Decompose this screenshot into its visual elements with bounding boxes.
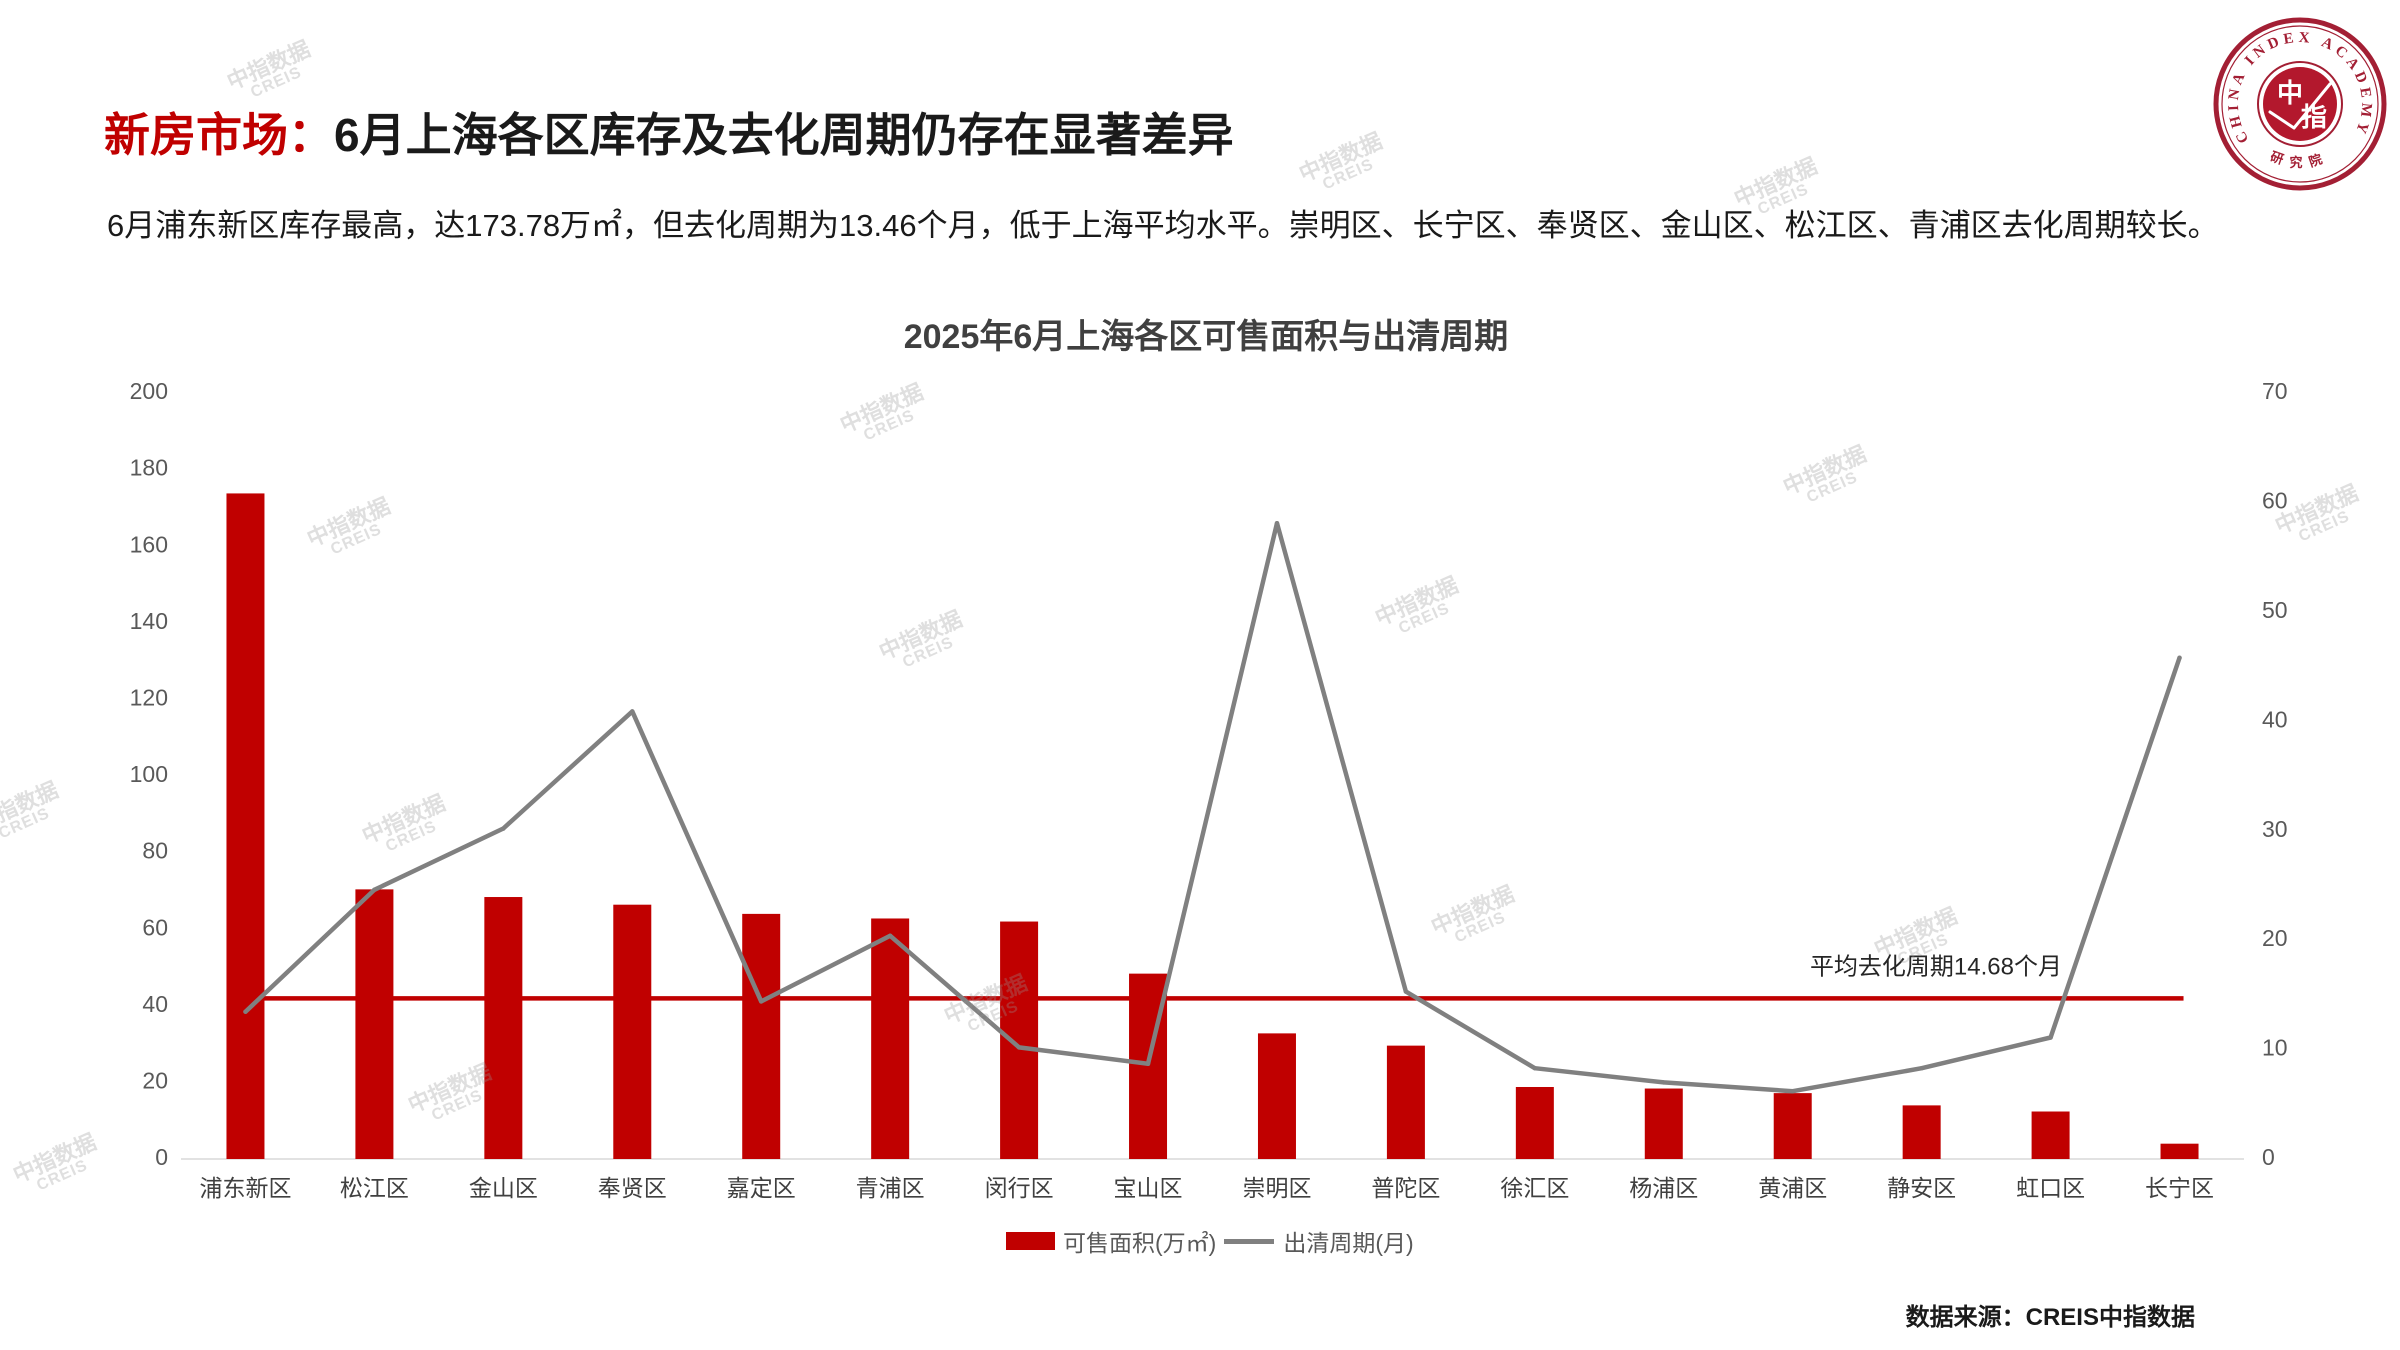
y-left-tick-label: 140 <box>130 608 168 634</box>
y-left-tick-label: 120 <box>130 684 168 710</box>
axis-group: 0 20 40 60 80 100 120 140 160 180 200 0 10 20 30 40 50 60… <box>130 378 2288 1170</box>
data-source: 数据来源：CREIS中指数据 <box>1905 1304 2195 1331</box>
clearance-period-point <box>1661 1080 1666 1085</box>
inventory-bar <box>355 889 394 1159</box>
logo-center-disc <box>2263 67 2337 141</box>
category-label: 长宁区 <box>2145 1175 2214 1201</box>
clearance-period-point <box>1016 1045 1022 1050</box>
inventory-bar <box>2160 1143 2199 1159</box>
category-label: 崇明区 <box>1242 1175 1311 1201</box>
inventory-bar <box>742 913 781 1159</box>
clearance-period-point <box>1403 989 1409 994</box>
page-title: 新房市场：6月上海各区库存及去化周期仍存在显著差异 <box>104 107 1234 163</box>
clearance-period-point <box>1919 1065 1924 1071</box>
category-label: 青浦区 <box>856 1175 925 1201</box>
category-label: 虹口区 <box>2016 1175 2085 1201</box>
category-label: 闵行区 <box>985 1175 1054 1201</box>
y-left-tick-label: 200 <box>130 378 168 404</box>
inventory-bar <box>1515 1086 1554 1159</box>
inventory-bar <box>1644 1088 1683 1159</box>
logo-inner-ring <box>2221 25 2379 183</box>
category-label: 浦东新区 <box>199 1175 291 1201</box>
clearance-period-point <box>887 933 893 938</box>
clearance-period-point <box>2048 1035 2053 1040</box>
category-label: 普陀区 <box>1371 1175 1440 1201</box>
category-label: 徐汇区 <box>1500 1175 1569 1201</box>
y-left-tick-label: 0 <box>155 1144 168 1170</box>
category-label: 静安区 <box>1887 1175 1956 1201</box>
legend-line-swatch <box>1224 1238 1275 1244</box>
title-text: 6月上海各区库存及去化周期仍存在显著差异 <box>334 109 1234 161</box>
inventory-bar <box>1257 1033 1296 1159</box>
y-right-tick-label: 20 <box>2262 925 2288 951</box>
title-highlight: 新房市场： <box>104 109 334 161</box>
clearance-period-point <box>759 999 764 1004</box>
clearance-period-line <box>243 520 2182 1094</box>
y-right-tick-label: 0 <box>2262 1144 2275 1170</box>
y-right-tick-label: 30 <box>2262 816 2288 842</box>
legend-label-clearance: 出清周期(月) <box>1283 1230 1414 1256</box>
y-right-tick-label: 40 <box>2262 706 2288 732</box>
line-series-group <box>243 520 2182 1094</box>
y-right-tick-label: 60 <box>2262 488 2288 514</box>
inventory-bar <box>1902 1105 1941 1159</box>
inventory-bar <box>613 904 652 1159</box>
logo-char-zhi: 指 <box>2301 102 2327 132</box>
clearance-period-point <box>630 709 635 714</box>
clearance-period-point <box>2177 655 2182 661</box>
chart-legend: 可售面积(万㎡) 出清周期(月) <box>1006 1226 1414 1256</box>
inventory-bar <box>484 897 523 1159</box>
y-left-tick-label: 40 <box>142 991 168 1017</box>
clearance-period-point <box>372 887 377 893</box>
clearance-period-point <box>501 826 506 831</box>
clearance-period-point <box>1532 1065 1538 1071</box>
inventory-bar <box>871 918 910 1159</box>
category-label: 黄浦区 <box>1758 1175 1827 1201</box>
clearance-period-point <box>1145 1061 1151 1066</box>
clearance-period-point <box>243 1009 248 1014</box>
category-labels-group: 浦东新区 松江区 金山区 奉贤区 嘉定区 青浦区 闵行区 宝山区 崇明区 普陀区 徐汇区 杨浦区 黄浦区… <box>199 1175 2214 1201</box>
chart-title: 2025年6月上海各区可售面积与出清周期 <box>903 318 1509 356</box>
category-label: 金山区 <box>469 1175 538 1201</box>
summary-text: 6月浦东新区库存最高，达173.78万㎡，但去化周期为13.46个月，低于上海平… <box>107 208 2219 243</box>
y-left-tick-label: 60 <box>142 914 168 940</box>
bars-group <box>226 493 2199 1159</box>
y-left-tick-label: 80 <box>142 838 168 864</box>
category-label: 宝山区 <box>1114 1175 1183 1201</box>
legend-label-inventory: 可售面积(万㎡) <box>1063 1230 1217 1256</box>
y-left-tick-label: 20 <box>142 1067 168 1093</box>
y-left-tick-label: 100 <box>130 761 168 787</box>
category-label: 松江区 <box>340 1175 409 1201</box>
inventory-bar <box>1386 1045 1425 1159</box>
category-label: 奉贤区 <box>598 1175 667 1201</box>
y-left-tick-label: 160 <box>130 531 168 557</box>
category-label: 杨浦区 <box>1629 1175 1698 1201</box>
y-right-tick-label: 10 <box>2262 1035 2288 1061</box>
logo-char-zhong: 中 <box>2277 78 2303 108</box>
inventory-bar <box>1773 1093 1812 1159</box>
category-label: 嘉定区 <box>727 1175 796 1201</box>
inventory-bar <box>226 493 265 1159</box>
inventory-bar <box>2031 1111 2070 1159</box>
inventory-bar <box>1000 921 1039 1159</box>
logo-center-ring <box>2257 61 2343 147</box>
china-index-academy-logo: CHINA INDEX ACADEMY 研究院 中 指 <box>2213 17 2387 191</box>
y-left-tick-label: 180 <box>130 455 168 481</box>
logo-check-icon <box>2268 82 2332 130</box>
reference-line-label: 平均去化周期14.68个月 <box>1810 953 2062 980</box>
y-right-tick-label: 70 <box>2262 378 2288 404</box>
clearance-period-point <box>1274 521 1280 526</box>
clearance-period-point <box>1790 1088 1795 1094</box>
y-right-tick-label: 50 <box>2262 597 2288 623</box>
legend-bar-swatch <box>1006 1232 1055 1250</box>
